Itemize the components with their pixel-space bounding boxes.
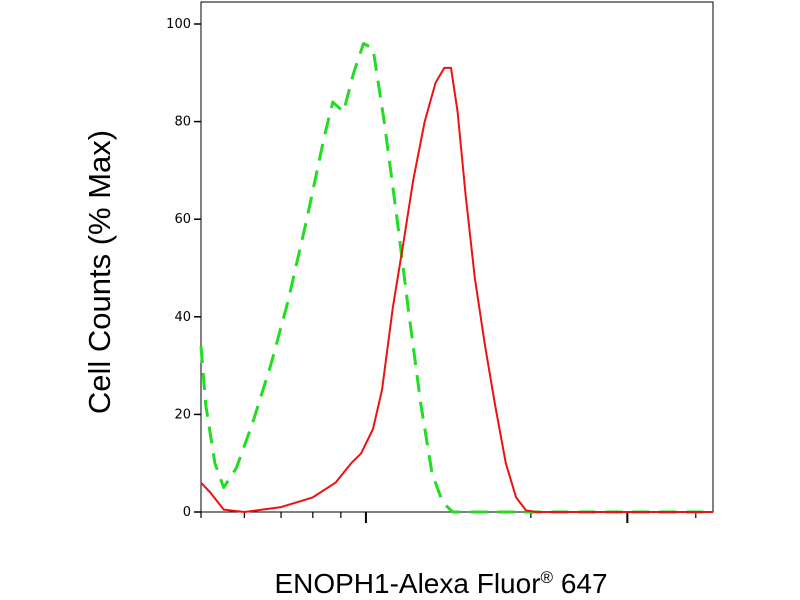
x-axis-title-suffix: 647 bbox=[553, 568, 608, 599]
series-line-green-dashed bbox=[199, 42, 713, 514]
y-axis-title: Cell Counts (% Max) bbox=[82, 130, 117, 414]
y-tick-label: 100 bbox=[166, 17, 191, 32]
series-line-red-solid bbox=[200, 66, 713, 513]
x-axis-title-main: ENOPH1-Alexa Fluor bbox=[274, 568, 540, 599]
y-tick-label: 0 bbox=[183, 505, 191, 520]
y-tick-label: 60 bbox=[174, 212, 191, 227]
x-axis-title: ENOPH1-Alexa Fluor® 647 bbox=[274, 568, 607, 599]
y-tick-label: 40 bbox=[174, 310, 191, 325]
x-axis bbox=[200, 512, 697, 523]
y-tick-label: 20 bbox=[174, 407, 191, 422]
x-axis-title-superscript: ® bbox=[541, 568, 554, 587]
plot-frame bbox=[200, 1, 714, 513]
y-tick-label: 80 bbox=[174, 115, 191, 130]
series-layer bbox=[199, 42, 713, 514]
y-axis: 0 20 40 60 80 100 bbox=[166, 17, 201, 520]
